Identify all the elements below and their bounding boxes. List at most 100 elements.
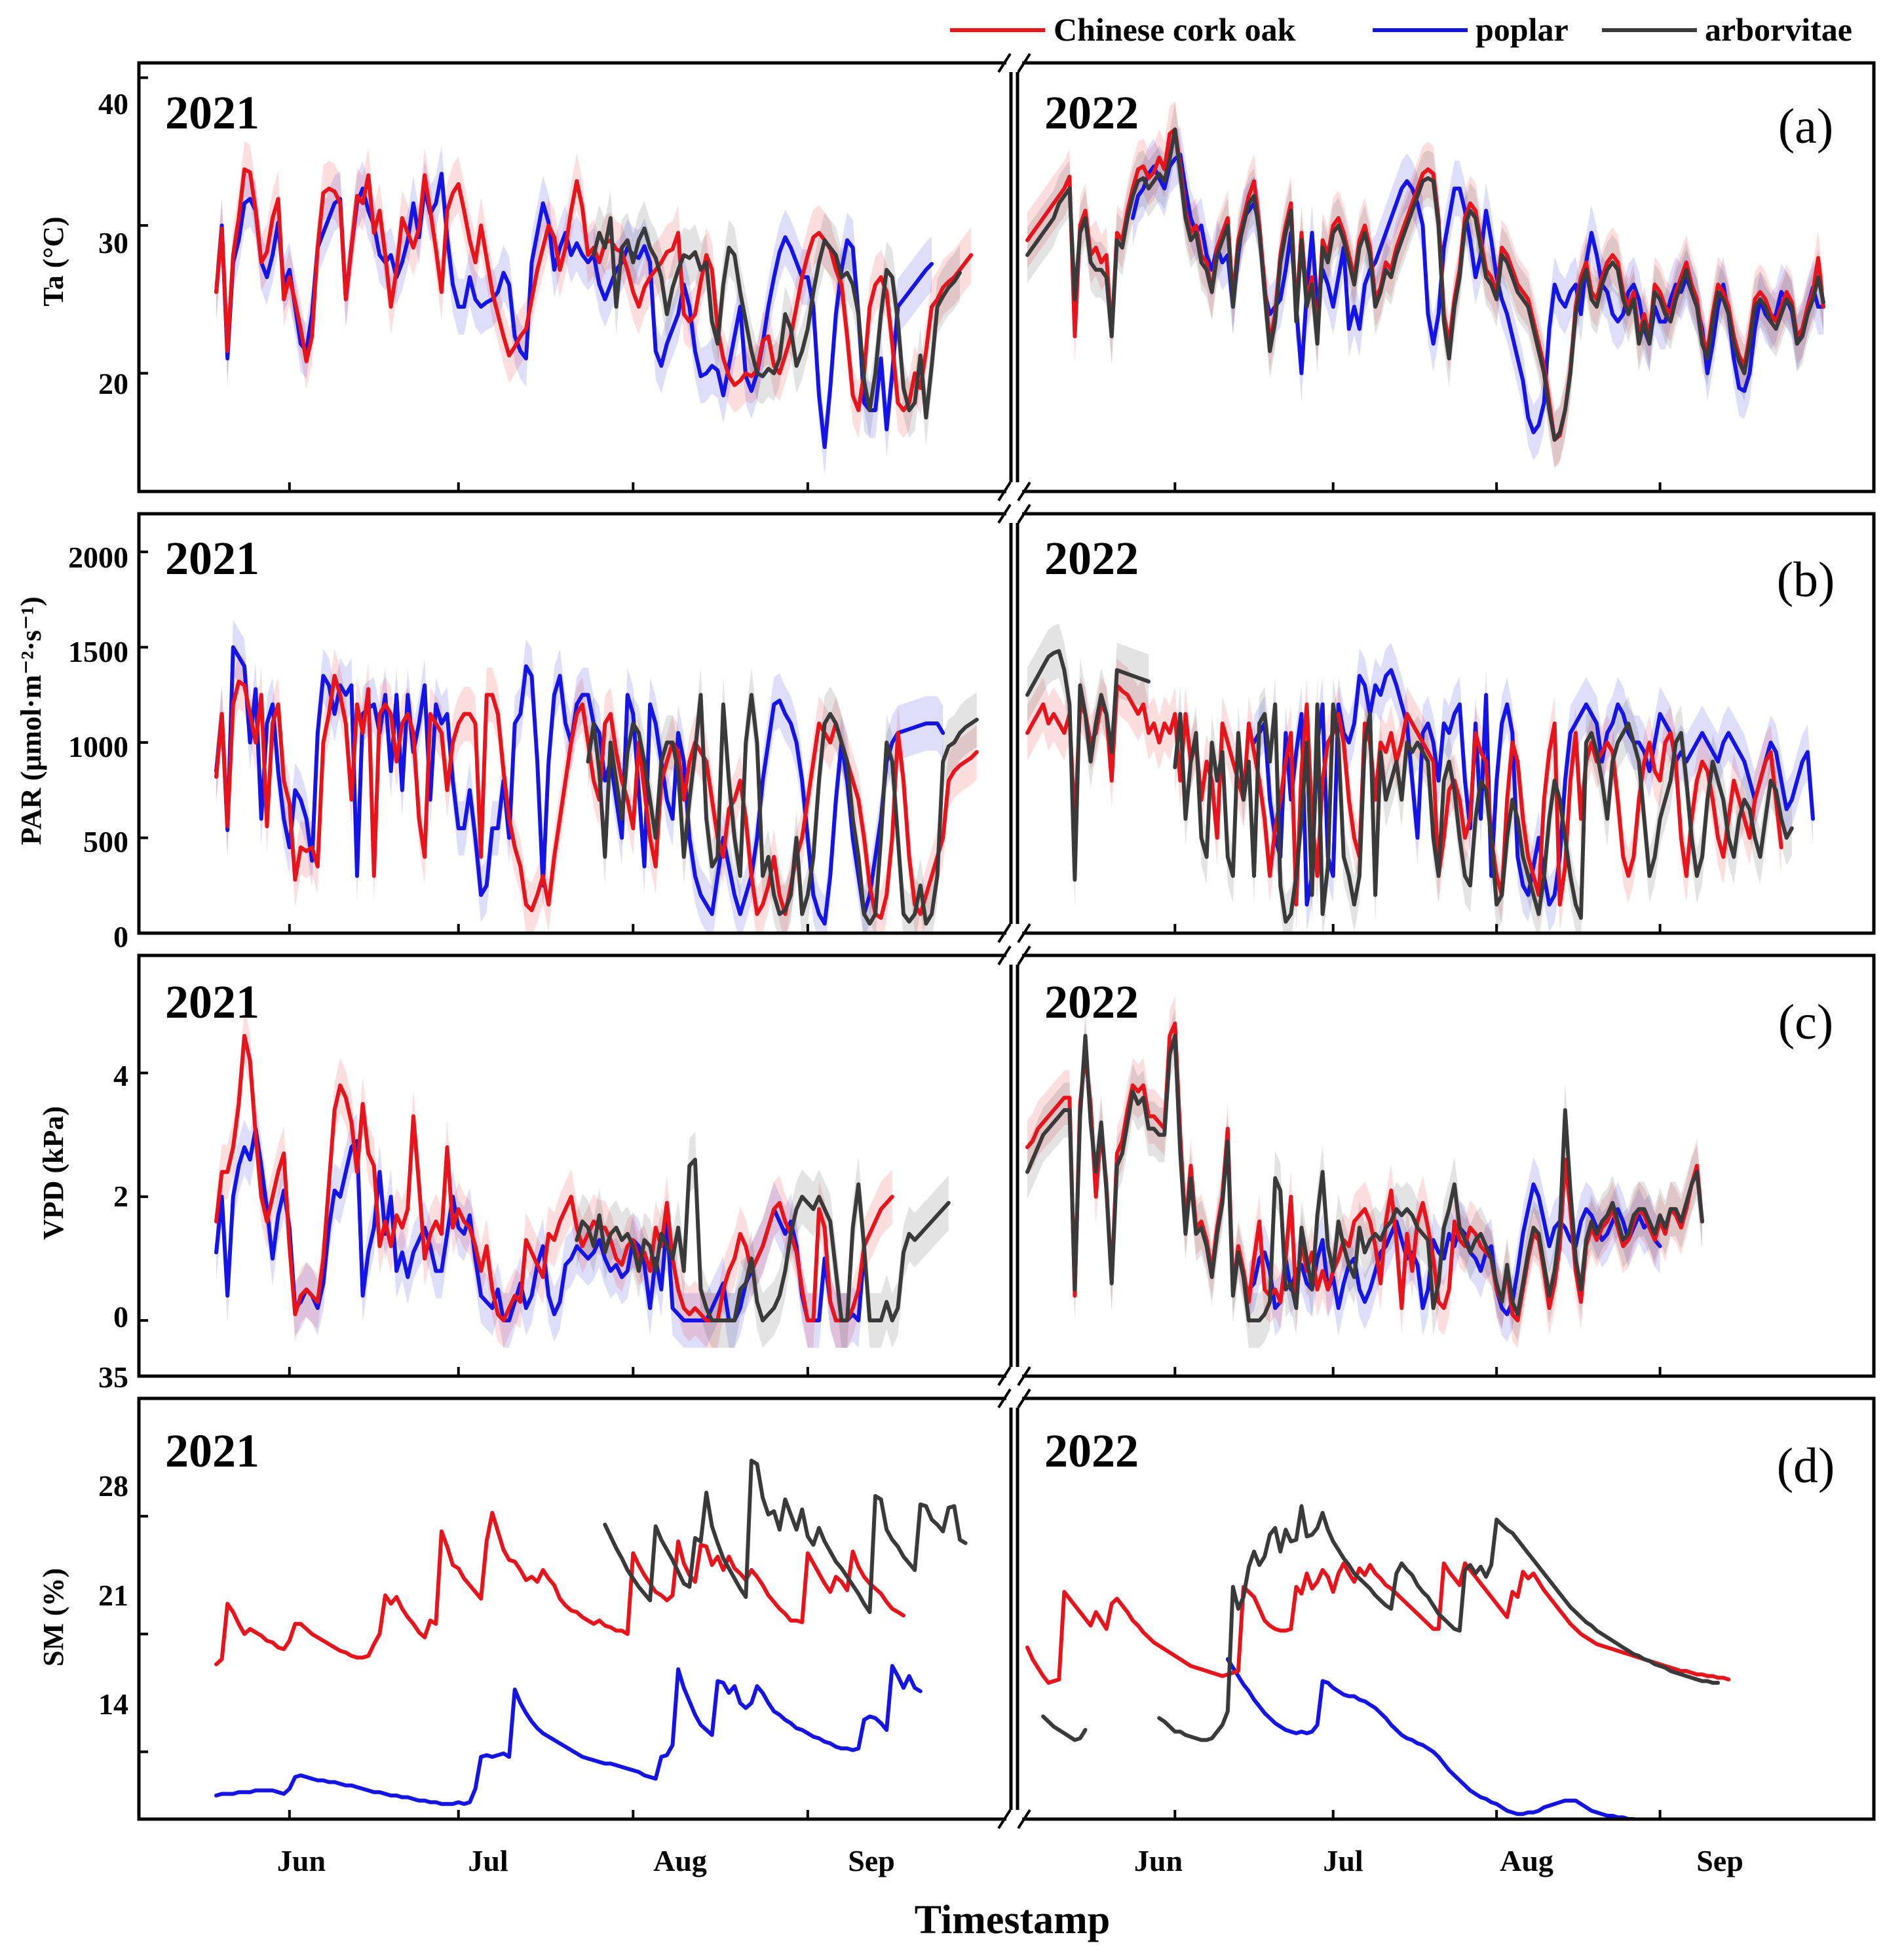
axis-break-mark xyxy=(997,923,1012,944)
plot-area xyxy=(214,1459,968,1806)
panel-a-year-2021: 2021 xyxy=(165,86,259,139)
panel-d-ytick-label: 35 xyxy=(98,1360,128,1394)
band-poplar xyxy=(1249,1157,1660,1342)
panel-d: SM (%) 14 21 28 35 2021 2022 (d) xyxy=(37,1360,1835,1721)
band-poplar xyxy=(216,1101,864,1348)
axis-break-mark xyxy=(997,945,1012,966)
axis-break-mark xyxy=(1017,923,1031,944)
panel-c-year-2022 xyxy=(1016,953,1876,1378)
axis-break-mark xyxy=(1017,1366,1031,1387)
panel-d-year-2021: 2021 xyxy=(165,1425,259,1477)
series-line-arborvitae xyxy=(575,1157,951,1322)
series-line-poplar xyxy=(1225,1657,1641,1819)
band-arborvitae xyxy=(1027,102,1823,468)
axis-break-mark xyxy=(997,1809,1012,1830)
axis-break-mark xyxy=(997,481,1012,502)
axes-frame xyxy=(137,61,1013,493)
month-tick-label: Jun xyxy=(277,1844,326,1877)
panel-d-label: (d) xyxy=(1777,1438,1835,1493)
panel-d-year-2021 xyxy=(137,1396,1013,1821)
series-line-poplar xyxy=(1252,668,1815,907)
series-line-arborvitae xyxy=(1025,127,1825,442)
panel-b-year-2022: 2022 xyxy=(1044,532,1139,585)
month-tick-label: Jun xyxy=(1134,1844,1183,1877)
panel-c-year-2021: 2021 xyxy=(165,976,259,1028)
panel-c-label: (c) xyxy=(1778,995,1833,1050)
panel-a-label: (a) xyxy=(1778,99,1833,154)
month-tick-label: Aug xyxy=(653,1844,707,1877)
panel-b-ytick-label: 1500 xyxy=(68,635,128,668)
legend-label-poplar: poplar xyxy=(1476,11,1569,48)
panel-b-label: (b) xyxy=(1777,552,1835,607)
panel-c-ytick-label: 0 xyxy=(113,1300,128,1334)
axes-frame xyxy=(137,1396,1013,1821)
panel-a-year-2021 xyxy=(137,61,1013,493)
month-tick-label: Sep xyxy=(848,1844,895,1877)
panel-b-year-2022 xyxy=(1016,512,1876,935)
axis-break-mark xyxy=(1017,1388,1031,1409)
panel-a-year-2022 xyxy=(1016,61,1876,493)
axis-break-mark xyxy=(1017,503,1031,524)
panel-d-year-2022 xyxy=(1016,1396,1876,1821)
month-tick-label: Aug xyxy=(1500,1844,1553,1877)
plot-area xyxy=(1025,996,1704,1348)
plot-area xyxy=(214,141,974,475)
panel-b-year-2021 xyxy=(137,512,1013,935)
axis-break-mark xyxy=(1017,945,1031,966)
panel-c-ytick-label: 2 xyxy=(113,1180,128,1213)
panel-c-year-2022: 2022 xyxy=(1044,976,1139,1028)
panel-b-yticks: 0 500 1000 1500 2000 xyxy=(68,541,128,953)
series-line-oak xyxy=(1025,683,1783,907)
panel-c-yticks: 0 2 4 xyxy=(113,1059,128,1334)
axis-break-mark xyxy=(997,1366,1012,1387)
axes-frame xyxy=(137,953,1013,1378)
panel-a-ylabel: Ta (°C) xyxy=(37,217,69,307)
plot-layer xyxy=(137,52,1876,1830)
axis-break-mark xyxy=(997,503,1012,524)
panel-d-yticks: 14 21 28 35 xyxy=(98,1360,128,1721)
series-line-arborvitae xyxy=(592,216,962,420)
series-line-oak xyxy=(214,1510,905,1666)
series-line-poplar xyxy=(214,645,945,926)
x-axis-label: Timestamp xyxy=(915,1898,1111,1942)
plot-area xyxy=(1025,623,1815,933)
band-oak xyxy=(1027,658,1781,932)
panel-d-year-2022: 2022 xyxy=(1044,1425,1139,1477)
plot-area xyxy=(1025,102,1825,468)
axes-frame xyxy=(1016,953,1876,1378)
x-axis-months: Jun Jul Aug Sep Jun Jul Aug Sep xyxy=(277,1844,1743,1877)
panel-d-ytick-label: 28 xyxy=(98,1469,128,1503)
axis-break-mark xyxy=(1017,481,1031,502)
panel-c-ytick-label: 4 xyxy=(113,1059,128,1092)
month-tick-label: Jul xyxy=(1323,1844,1363,1877)
legend-label-arborvitae: arborvitae xyxy=(1705,11,1852,48)
series-line-arborvitae xyxy=(586,693,979,926)
band-oak xyxy=(1027,996,1702,1348)
panel-c-year-2021 xyxy=(137,953,1013,1378)
band-arborvitae xyxy=(577,1132,949,1348)
band-oak xyxy=(216,1009,892,1348)
axis-break-mark xyxy=(1017,52,1031,73)
band-oak xyxy=(1027,102,1823,468)
panel-b-ylabel: PAR (μmol·m⁻²·s⁻¹) xyxy=(15,596,47,845)
panel-b-ytick-label: 0 xyxy=(113,920,128,953)
plot-area xyxy=(214,620,979,933)
panel-c: VPD (kPa) 0 2 4 2021 2022 (c) xyxy=(37,976,1833,1334)
series-line-arborvitae xyxy=(1041,1504,1721,1742)
panel-d-ylabel: SM (%) xyxy=(37,1568,69,1666)
axes-frame xyxy=(137,512,1013,935)
axes-frame xyxy=(1016,512,1876,935)
panel-b: PAR (μmol·m⁻²·s⁻¹) 0 500 1000 1500 2000 … xyxy=(15,532,1835,953)
panel-b-ytick-label: 2000 xyxy=(68,541,128,574)
series-line-oak xyxy=(1025,1561,1731,1685)
axis-break-mark xyxy=(997,1388,1012,1409)
panel-a-year-2022: 2022 xyxy=(1044,86,1139,139)
series-line-arborvitae xyxy=(1025,1033,1704,1322)
plot-area xyxy=(1025,1504,1731,1819)
band-arborvitae xyxy=(1027,623,1149,908)
panel-c-ylabel: VPD (kPa) xyxy=(37,1106,69,1240)
panel-a-ytick-label: 30 xyxy=(98,226,128,259)
band-poplar xyxy=(216,620,943,933)
axes-frame xyxy=(1016,61,1876,493)
